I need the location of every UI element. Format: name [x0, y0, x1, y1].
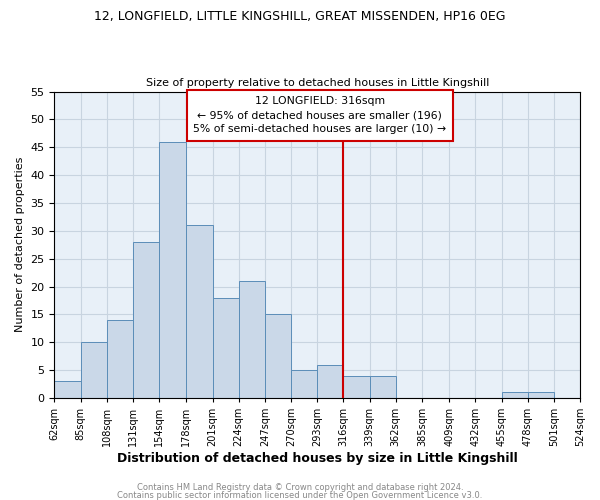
Bar	[527, 392, 554, 398]
Bar	[291, 370, 317, 398]
Text: 12 LONGFIELD: 316sqm
← 95% of detached houses are smaller (196)
5% of semi-detac: 12 LONGFIELD: 316sqm ← 95% of detached h…	[193, 96, 446, 134]
Title: Size of property relative to detached houses in Little Kingshill: Size of property relative to detached ho…	[146, 78, 489, 88]
Bar	[133, 242, 159, 398]
Text: 12, LONGFIELD, LITTLE KINGSHILL, GREAT MISSENDEN, HP16 0EG: 12, LONGFIELD, LITTLE KINGSHILL, GREAT M…	[94, 10, 506, 23]
Bar	[343, 376, 370, 398]
Y-axis label: Number of detached properties: Number of detached properties	[15, 157, 25, 332]
Bar	[265, 314, 291, 398]
Bar	[239, 281, 265, 398]
Bar	[502, 392, 527, 398]
Bar	[55, 382, 80, 398]
X-axis label: Distribution of detached houses by size in Little Kingshill: Distribution of detached houses by size …	[117, 452, 518, 465]
Bar	[159, 142, 187, 398]
Bar	[370, 376, 395, 398]
Text: Contains public sector information licensed under the Open Government Licence v3: Contains public sector information licen…	[118, 490, 482, 500]
Bar	[212, 298, 239, 398]
Text: Contains HM Land Registry data © Crown copyright and database right 2024.: Contains HM Land Registry data © Crown c…	[137, 483, 463, 492]
Bar	[187, 226, 212, 398]
Bar	[107, 320, 133, 398]
Bar	[317, 364, 343, 398]
Bar	[80, 342, 107, 398]
